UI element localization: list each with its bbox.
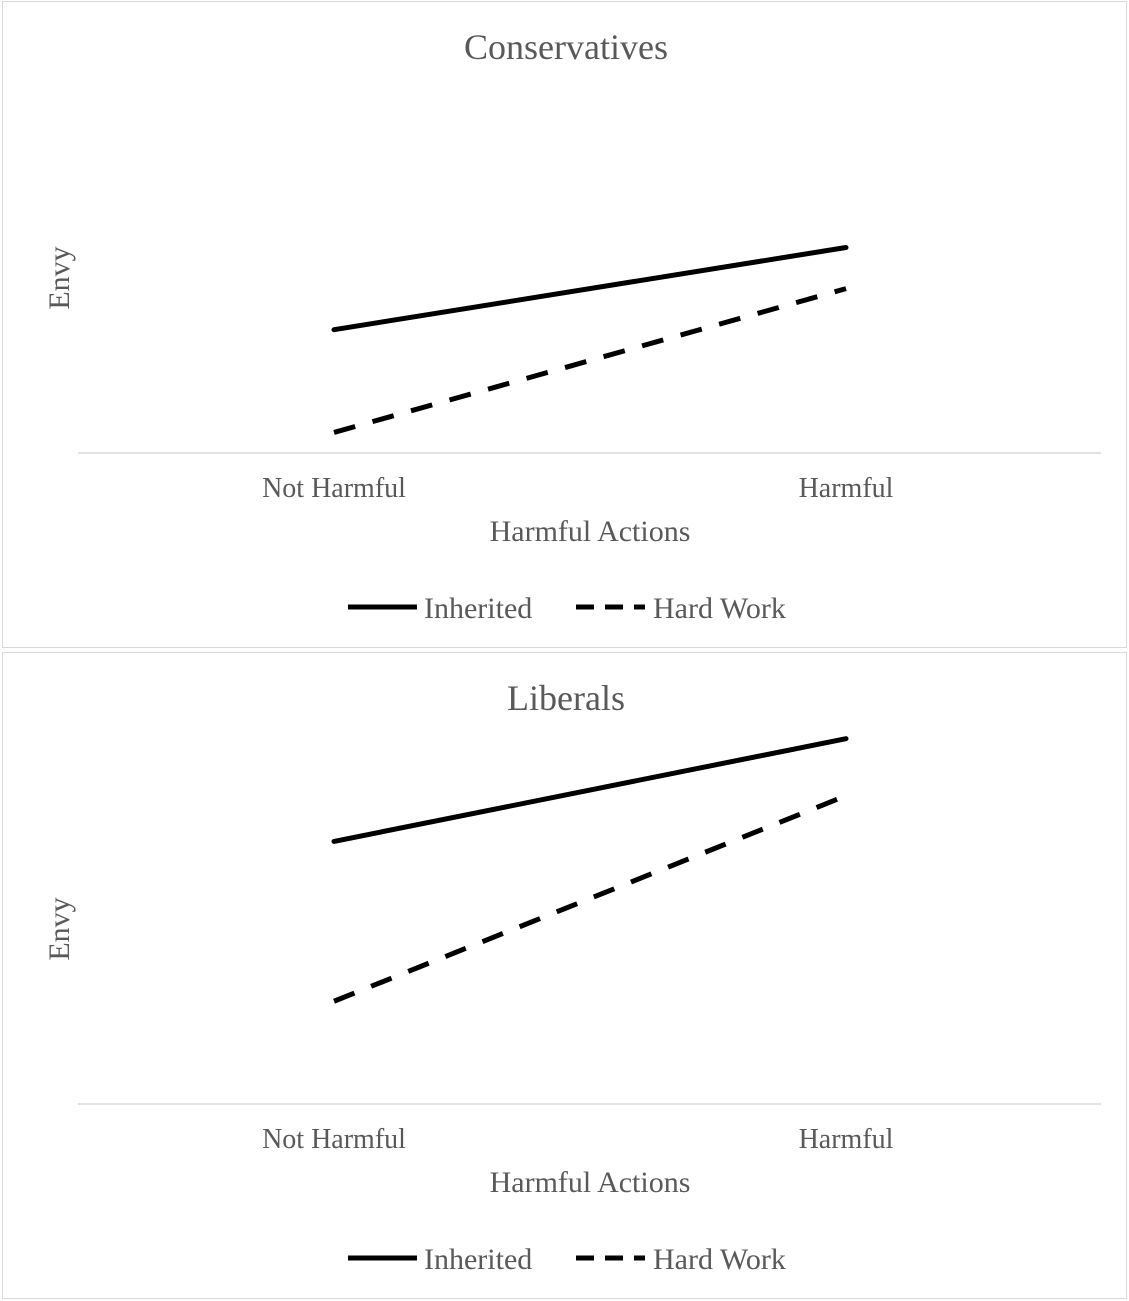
legend-label-inherited: Inherited	[424, 1243, 532, 1276]
series-line-inherited	[331, 245, 849, 333]
series-layer	[331, 245, 849, 435]
x-tick-label-harmful: Harmful	[799, 473, 894, 504]
chart-svg-liberals: Liberals Envy Not Harmful Harmful Harmfu…	[43, 678, 1101, 1276]
chart-panel-liberals: Liberals Envy Not Harmful Harmful Harmfu…	[2, 652, 1127, 1299]
chart-svg-conservatives: Conservatives Envy Not Harmful Harmful H…	[43, 27, 1101, 625]
y-axis-title: Envy	[43, 897, 76, 960]
series-line-hard-work	[333, 793, 847, 1004]
series-line-hard-work	[333, 286, 847, 435]
legend-label-hard-work: Hard Work	[653, 1243, 786, 1276]
series-layer	[331, 736, 849, 1004]
legend-label-hard-work: Hard Work	[653, 592, 786, 625]
x-tick-label-not-harmful: Not Harmful	[262, 1124, 406, 1155]
x-axis-title: Harmful Actions	[490, 515, 691, 548]
series-line-inherited	[331, 736, 849, 844]
chart-title: Liberals	[507, 678, 625, 718]
chart-title: Conservatives	[464, 27, 668, 67]
x-tick-label-not-harmful: Not Harmful	[262, 473, 406, 504]
x-axis-title: Harmful Actions	[490, 1166, 691, 1199]
legend-label-inherited: Inherited	[424, 592, 532, 625]
y-axis-title: Envy	[43, 246, 76, 309]
chart-panel-conservatives: Conservatives Envy Not Harmful Harmful H…	[2, 1, 1127, 648]
x-tick-label-harmful: Harmful	[799, 1124, 894, 1155]
